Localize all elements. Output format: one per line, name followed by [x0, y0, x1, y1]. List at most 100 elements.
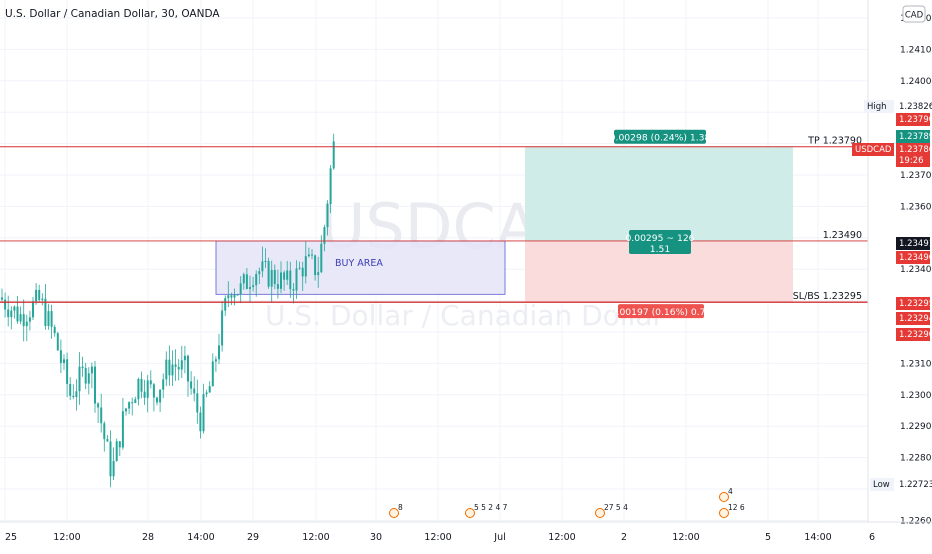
- candle-body: [211, 361, 214, 387]
- candle-body: [109, 441, 112, 477]
- price-label-tag: Low: [873, 480, 890, 490]
- candle-body: [152, 384, 155, 398]
- price-label: 1.23790: [896, 113, 932, 126]
- stop-label-bg: [618, 304, 704, 319]
- candle-body: [177, 366, 180, 370]
- event-marker: 4: [719, 487, 733, 502]
- time-tick-label: 12:00: [672, 532, 699, 543]
- candle-body: [10, 310, 13, 318]
- candle-body: [134, 399, 137, 404]
- price-label: 1.23490: [896, 251, 932, 264]
- candle-body: [41, 298, 44, 300]
- candle-body: [208, 386, 211, 393]
- price-tick-label: 1.24000: [900, 77, 932, 87]
- price-label: 1.23295: [896, 297, 932, 310]
- target-label: 0.00298 (0.24%) 1.38: [610, 129, 711, 144]
- candle-body: [276, 284, 279, 289]
- candle-body: [100, 407, 103, 424]
- candle-body: [292, 289, 295, 291]
- candle-body: [174, 364, 177, 367]
- candle-body: [187, 355, 189, 382]
- candle-body: [311, 254, 313, 256]
- candle-body: [28, 317, 31, 322]
- event-flag-icon: [595, 508, 605, 518]
- target-label-text: 0.00298 (0.24%) 1.38: [610, 133, 711, 144]
- price-tick-label: 1.23600: [900, 202, 932, 212]
- level-lines: TP 1.23790 1.23490 SL/BS 1.23295: [0, 136, 868, 303]
- candle-body: [267, 260, 270, 287]
- time-axis[interactable]: 25 12:00 28 14:00 29 12:00 30 12:00 Jul 12:00 2 12:…: [5, 532, 875, 543]
- price-label-value: 1.23490: [899, 253, 932, 263]
- price-label-countdown: 19:26: [899, 156, 924, 166]
- price-label-value: 1.23290: [899, 330, 932, 340]
- price-tick-label: 1.23700: [900, 171, 932, 181]
- price-label-tag: High: [867, 102, 887, 112]
- candle-body: [252, 285, 255, 288]
- price-label-value: 1.23789: [899, 132, 932, 142]
- candle-series: [1, 133, 335, 488]
- event-marker: 8: [389, 503, 403, 518]
- price-label-value: 1.23491: [899, 239, 932, 249]
- candle-body: [84, 368, 87, 384]
- candle-body: [289, 270, 292, 290]
- candle-body: [13, 306, 16, 311]
- candle-body: [168, 359, 171, 376]
- watermark-description: U.S. Dollar / Canadian Dollar: [265, 299, 665, 332]
- candle-body: [156, 397, 158, 403]
- price-label-value: 1.22723: [899, 480, 932, 490]
- candle-body: [280, 272, 282, 289]
- price-label-bg: [896, 251, 930, 264]
- chart-title: U.S. Dollar / Canadian Dollar, 30, OANDA: [5, 8, 220, 20]
- candle-body: [304, 256, 307, 277]
- price-label: 1.23294: [896, 312, 932, 325]
- price-label: 1.23789: [896, 130, 932, 143]
- price-label-bg: [896, 130, 930, 143]
- time-tick-label: 12:00: [548, 532, 575, 543]
- price-label-bg: [896, 113, 930, 126]
- time-tick-label: 28: [142, 532, 154, 543]
- price-tick-label: 1.22600: [900, 516, 932, 526]
- price-tick-label: 1.23100: [900, 359, 932, 369]
- event-marker-label: 12 6: [728, 503, 745, 512]
- candle-body: [63, 359, 65, 363]
- candle-body: [38, 289, 41, 300]
- candle-body: [35, 289, 38, 302]
- price-label-bg: [896, 100, 930, 113]
- position-labels: 0.00298 (0.24%) 1.380.00295 ~ 1261.510.0…: [610, 129, 711, 319]
- event-marker-label: 5 5 2 4 7: [474, 503, 508, 512]
- candle-body: [53, 326, 56, 334]
- price-label-bg: [896, 478, 930, 491]
- level-line-label: SL/BS 1.23295: [793, 291, 862, 302]
- candle-body: [140, 378, 143, 392]
- candle-body: [4, 299, 7, 310]
- event-flag-icon: [389, 508, 399, 518]
- candle-body: [218, 345, 220, 360]
- price-label-value: 1.23826: [899, 102, 932, 112]
- risk-reward-label-text: 1.51: [650, 244, 670, 255]
- currency-button[interactable]: CAD: [902, 5, 926, 23]
- candle-body: [115, 441, 118, 462]
- candle-body: [329, 168, 332, 204]
- candle-body: [128, 402, 131, 409]
- candle-body: [162, 379, 165, 390]
- level-line-label: 1.23490: [823, 230, 862, 241]
- price-label: Low 1.22723: [870, 478, 932, 491]
- candle-body: [233, 294, 236, 298]
- candle-body: [301, 267, 304, 277]
- candle-body: [193, 388, 196, 394]
- price-label: 1.23491: [896, 237, 932, 250]
- price-label-tag-bg: [864, 100, 894, 113]
- candle-body: [183, 355, 186, 361]
- risk-reward-label-text: 0.00295 ~ 126: [625, 233, 694, 244]
- candle-body: [202, 394, 205, 432]
- candle-body: [118, 441, 121, 448]
- stop-label: 0.00197 (0.16%) 0.75: [611, 304, 711, 319]
- candle-body: [196, 393, 199, 413]
- price-tick-label: 1.24100: [900, 45, 932, 55]
- time-tick-label: 6: [869, 532, 875, 543]
- price-label-bg: [896, 312, 930, 325]
